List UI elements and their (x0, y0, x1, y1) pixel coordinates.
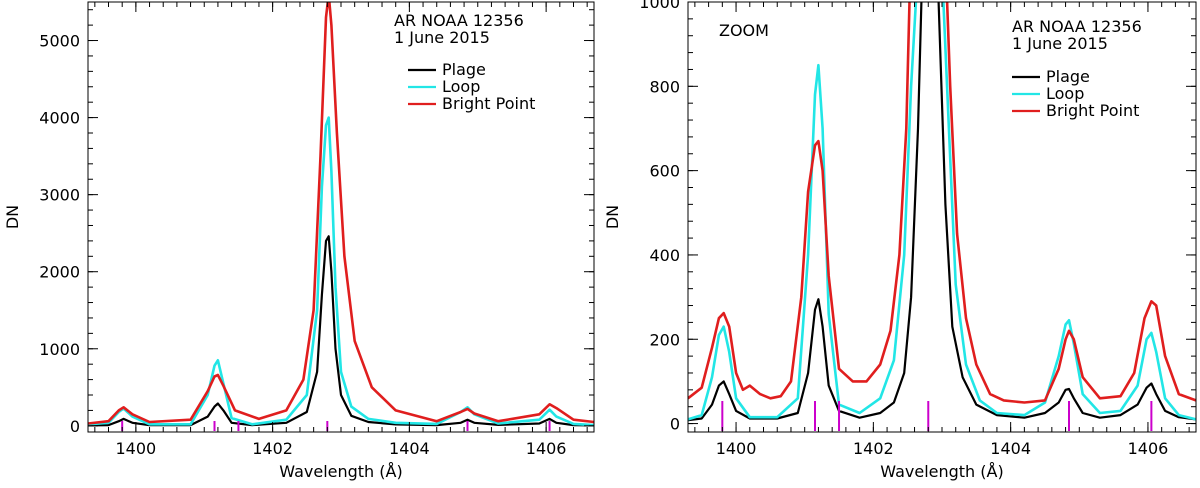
annotation-text: 1 June 2015 (1012, 34, 1108, 53)
legend-label: Loop (1046, 84, 1084, 103)
legend-label: Plage (1046, 67, 1090, 86)
annotation-text: AR NOAA 12356 (394, 11, 524, 30)
legend-label: Loop (442, 77, 480, 96)
series-line-plage (88, 235, 594, 427)
x-tick-label: 1400 (116, 439, 157, 458)
plot-frame (687, 1, 1197, 433)
y-tick-label: 600 (649, 162, 680, 181)
y-axis-title: DN (603, 205, 622, 229)
series-line-plage (688, 2, 1196, 422)
annotation-text: 1 June 2015 (394, 28, 490, 47)
series-line-loop (688, 2, 1196, 421)
y-tick-label: 1000 (39, 340, 80, 359)
legend-label: Plage (442, 60, 486, 79)
y-tick-label: 800 (649, 77, 680, 96)
legend-label: Bright Point (1046, 101, 1139, 120)
y-tick-label: 0 (70, 417, 80, 436)
x-tick-label: 1406 (1128, 439, 1169, 458)
zoom-label: ZOOM (719, 21, 769, 40)
series-line-bright-point (88, 2, 594, 425)
y-tick-label: 2000 (39, 263, 80, 282)
y-tick-label: 1000 (639, 0, 680, 12)
series-line-bright-point (688, 2, 1196, 404)
x-tick-label: 1406 (526, 439, 567, 458)
chart-panel-left: 1400 1402 1404 1406 0 1000 2000 3000 4000 5000 Wav… (3, 1, 595, 481)
x-tick-label: 1400 (716, 439, 757, 458)
y-tick-label: 5000 (39, 32, 80, 51)
x-axis-title: Wavelength (Å) (880, 462, 1003, 481)
series-line-loop (88, 116, 594, 427)
x-tick-label: 1404 (389, 439, 430, 458)
x-axis-title: Wavelength (Å) (279, 462, 402, 481)
annotation-text: AR NOAA 12356 (1012, 17, 1142, 36)
y-tick-label: 400 (649, 246, 680, 265)
x-tick-label: 1402 (853, 439, 894, 458)
chart-panel-right: 1400 1402 1404 1406 0 200 400 600 800 1000 Wavelen… (603, 0, 1197, 481)
x-tick-label: 1404 (990, 439, 1031, 458)
plot-area (688, 2, 1196, 431)
y-tick-label: 4000 (39, 109, 80, 128)
y-tick-label: 0 (670, 415, 680, 434)
legend-label: Bright Point (442, 94, 535, 113)
x-tick-label: 1402 (252, 439, 293, 458)
plot-area (88, 2, 594, 431)
y-axis-title: DN (3, 205, 22, 229)
y-tick-label: 3000 (39, 186, 80, 205)
y-tick-label: 200 (649, 330, 680, 349)
